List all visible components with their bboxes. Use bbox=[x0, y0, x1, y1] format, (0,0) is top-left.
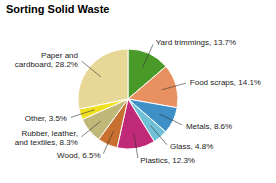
leader-line bbox=[71, 110, 95, 118]
slice-label: Paper andcardboard, 28.2% bbox=[15, 51, 78, 69]
slice-label: Glass, 4.8% bbox=[170, 142, 213, 151]
leader-line bbox=[81, 121, 100, 137]
slice bbox=[78, 49, 128, 109]
slice-label: Plastics, 12.3% bbox=[140, 156, 195, 165]
slice-label-line: Metals, 8.6% bbox=[186, 122, 232, 131]
slice-label: Metals, 8.6% bbox=[186, 122, 232, 131]
slice-label-line: cardboard, 28.2% bbox=[15, 60, 78, 69]
slice-label: Food scraps, 14.1% bbox=[190, 78, 261, 87]
leader-line bbox=[143, 44, 153, 67]
slice-label: Yard trimmings, 13.7% bbox=[156, 38, 236, 47]
slice-label-line: and textiles, 8.3% bbox=[15, 138, 78, 147]
slice-label: Wood, 6.5% bbox=[57, 151, 100, 160]
leader-line bbox=[134, 134, 138, 159]
leader-line bbox=[82, 61, 101, 77]
slice-label-line: Rubber, leather, bbox=[21, 129, 77, 138]
slice-label-line: Wood, 6.5% bbox=[57, 151, 100, 160]
chart: Sorting Solid Waste Yard trimmings, 13.7%… bbox=[0, 0, 276, 183]
slice-label-line: Other, 3.5% bbox=[25, 114, 67, 123]
title: Sorting Solid Waste bbox=[6, 3, 110, 15]
slice-label-line: Plastics, 12.3% bbox=[140, 156, 195, 165]
leader-line bbox=[162, 83, 186, 90]
leader-line bbox=[160, 114, 183, 125]
labels: Yard trimmings, 13.7% Food scraps, 14.1% M… bbox=[15, 38, 261, 164]
leader-line bbox=[103, 131, 113, 154]
slice-label: Other, 3.5% bbox=[25, 114, 67, 123]
slice-label-line: Paper and bbox=[41, 51, 78, 60]
slice-label-line: Yard trimmings, 13.7% bbox=[156, 38, 236, 47]
slice-label-line: Food scraps, 14.1% bbox=[190, 78, 261, 87]
pie bbox=[78, 49, 178, 149]
slice-label-line: Glass, 4.8% bbox=[170, 142, 213, 151]
slice-label: Rubber, leather,and textiles, 8.3% bbox=[15, 129, 78, 147]
leader-line bbox=[151, 126, 167, 145]
